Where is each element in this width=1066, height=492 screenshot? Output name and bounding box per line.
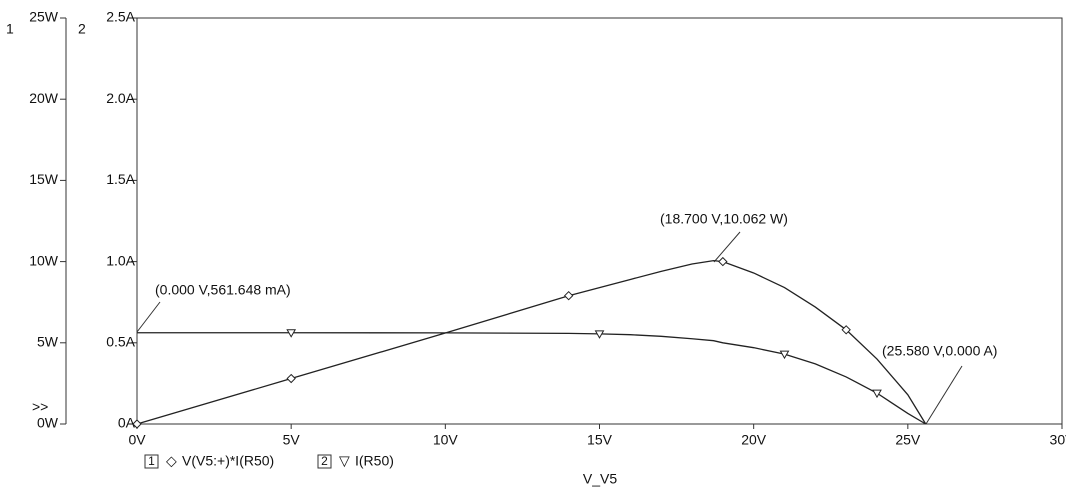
y2-tick-label: 1.5A (106, 171, 135, 187)
y-axis-id: 1 (6, 21, 14, 37)
point-marker (718, 256, 728, 267)
x-tick-label: 20V (741, 432, 767, 448)
point-marker (779, 350, 790, 360)
legend-label: V(V5:+)*I(R50) (182, 453, 274, 469)
annotation-leader (136, 301, 161, 333)
y2-tick-label: 2.0A (106, 90, 135, 106)
y-tick-label: 15W (29, 171, 59, 187)
legend-id: 2 (321, 454, 328, 468)
legend-id: 1 (148, 454, 155, 468)
x-tick-label: 15V (587, 432, 613, 448)
scroll-marker: >> (32, 399, 48, 415)
annotation: (0.000 V,561.648 mA) (155, 282, 291, 298)
x-tick-label: 25V (895, 432, 921, 448)
y2-tick-label: 0.5A (106, 334, 135, 350)
annotation-leader (713, 231, 741, 263)
legend-box (317, 454, 332, 469)
plot-frame (136, 17, 1063, 425)
point-marker (563, 290, 574, 301)
y-tick-label: 10W (29, 252, 59, 268)
x-tick-label: 30V (1050, 432, 1066, 448)
y2-tick-label: 0A (118, 415, 136, 431)
legend-label: I(R50) (355, 453, 394, 469)
point-marker (286, 373, 296, 384)
y-tick-label: 25W (29, 9, 59, 25)
legend-symbol: ◇ (166, 453, 177, 469)
annotation: (18.700 V,10.062 W) (660, 211, 788, 227)
x-tick-label: 0V (128, 432, 146, 448)
y-tick-label: 0W (37, 415, 59, 431)
legend-box (144, 454, 159, 469)
y2-tick-label: 2.5A (106, 9, 135, 25)
annotation: (25.580 V,0.000 A) (882, 343, 997, 359)
y2-tick-label: 1.0A (106, 252, 135, 268)
annotation-leader (925, 365, 963, 425)
y-tick-label: 5W (37, 334, 59, 350)
point-marker (841, 325, 851, 335)
point-marker (872, 389, 882, 399)
x-axis-title: V_V5 (583, 471, 617, 487)
point-marker (286, 329, 297, 338)
point-marker (594, 330, 605, 339)
y2-axis-id: 2 (78, 21, 86, 37)
legend-symbol: ▽ (339, 453, 350, 469)
y-tick-label: 20W (29, 90, 59, 106)
x-tick-label: 5V (283, 432, 301, 448)
x-tick-label: 10V (433, 432, 459, 448)
point-marker (132, 419, 142, 429)
series-line (137, 332, 927, 425)
series-line (136, 259, 927, 425)
